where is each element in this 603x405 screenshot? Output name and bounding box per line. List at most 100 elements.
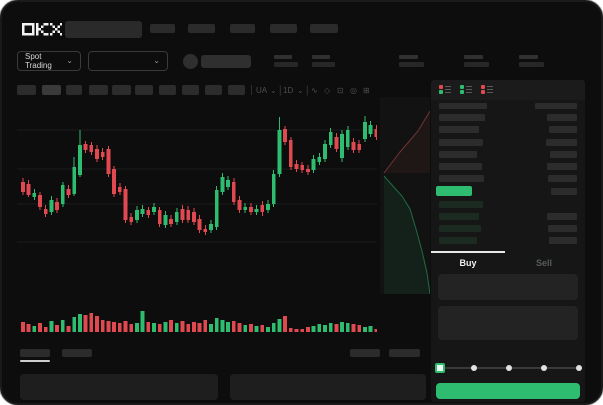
ask-row-amount[interactable]	[549, 126, 577, 133]
slider-stop-dot[interactable]	[541, 365, 547, 371]
draw-tool-icon[interactable]: ◇	[324, 86, 331, 95]
chart-type-label[interactable]: 1D	[283, 86, 294, 95]
pair-name-placeholder[interactable]	[201, 55, 251, 68]
bid-row-amount[interactable]	[547, 213, 577, 220]
chevron-down-icon[interactable]: ⌄	[270, 86, 277, 95]
ask-row-amount[interactable]	[548, 175, 577, 182]
ask-row-price[interactable]	[439, 151, 477, 158]
bid-row-price[interactable]	[439, 213, 479, 220]
tab-sell[interactable]: Sell	[535, 258, 552, 268]
stat-label-placeholder	[399, 55, 418, 59]
amount-slider-handle[interactable]	[435, 363, 445, 373]
timeframe-button[interactable]	[135, 85, 153, 95]
ask-row-price[interactable]	[439, 126, 479, 133]
pair-dropdown[interactable]: ⌄	[88, 51, 168, 71]
timeframe-button[interactable]	[89, 85, 108, 95]
timeframe-button[interactable]	[112, 85, 131, 95]
ask-row-price[interactable]	[439, 114, 485, 121]
toggle-color-blocks	[481, 85, 485, 94]
active-tab-underline	[20, 360, 50, 362]
timeframe-button[interactable]	[159, 85, 176, 95]
slider-stop-dot[interactable]	[576, 365, 582, 371]
amount-input[interactable]	[438, 306, 578, 340]
timeframe-button[interactable]	[228, 85, 245, 95]
bid-row-price[interactable]	[439, 237, 477, 244]
stat-label-placeholder	[464, 55, 483, 59]
bid-row-price[interactable]	[439, 201, 483, 208]
bottom-panel-right	[230, 374, 426, 400]
last-price-amount	[551, 188, 577, 195]
settings-icon[interactable]: ◎	[350, 86, 357, 95]
tab-buy[interactable]: Buy	[459, 258, 477, 268]
ask-row-amount[interactable]	[546, 139, 577, 146]
bottom-panel-left	[20, 374, 218, 400]
bid-row-price[interactable]	[439, 225, 481, 232]
market-type-dropdown[interactable]: Spot Trading ⌄	[17, 51, 81, 71]
timeframe-button[interactable]	[17, 85, 36, 95]
stat-label-placeholder	[312, 55, 330, 59]
nav-item[interactable]	[310, 24, 338, 33]
ask-row-price[interactable]	[439, 163, 482, 170]
orderbook-header-strip	[431, 80, 585, 100]
bid-row-amount[interactable]	[549, 237, 577, 244]
divider: │	[278, 86, 283, 95]
nav-item[interactable]	[188, 24, 215, 33]
book-asks-icon[interactable]	[481, 84, 495, 95]
timeframe-button[interactable]	[66, 85, 82, 95]
book-combined-icon[interactable]	[439, 84, 453, 95]
nav-item[interactable]	[150, 24, 175, 33]
orderbook-col-header-amount	[535, 103, 577, 109]
search-input[interactable]	[65, 21, 142, 38]
okx-logo-glyphs	[22, 23, 62, 36]
ask-row-price[interactable]	[439, 139, 483, 146]
chevron-down-icon[interactable]: ⌄	[297, 86, 304, 95]
slider-stop-dot[interactable]	[471, 365, 477, 371]
line-style-icon[interactable]: ∿	[311, 86, 318, 95]
last-price-badge[interactable]	[436, 186, 472, 196]
toggle-lines	[487, 86, 493, 93]
chart-bottom-tab[interactable]	[20, 349, 50, 357]
depth-overlay[interactable]	[380, 97, 430, 294]
ask-row-amount[interactable]	[547, 114, 577, 121]
price-chart-canvas[interactable]	[17, 100, 377, 294]
stat-value-placeholder	[399, 62, 424, 67]
chart-scale-button[interactable]	[389, 349, 420, 357]
chart-scale-button[interactable]	[350, 349, 380, 357]
ask-row-amount[interactable]	[550, 151, 577, 158]
ask-row-price[interactable]	[439, 175, 484, 182]
volume-chart-canvas[interactable]	[17, 294, 377, 334]
buy-submit-button[interactable]	[436, 383, 580, 399]
bid-row-amount[interactable]	[548, 225, 577, 232]
price-input[interactable]	[438, 274, 578, 300]
chevron-down-icon: ⌄	[153, 56, 160, 65]
timeframe-button[interactable]	[205, 85, 222, 95]
okx-logo	[22, 23, 62, 36]
slider-stop-dot[interactable]	[506, 365, 512, 371]
buy-tab-underline	[431, 251, 505, 253]
timeframe-button[interactable]	[182, 85, 199, 95]
chart-bottom-tab[interactable]	[62, 349, 92, 357]
divider: │	[305, 86, 310, 95]
ask-row-amount[interactable]	[547, 163, 577, 170]
fullscreen-icon[interactable]: ⊞	[363, 86, 370, 95]
interval-label[interactable]: UA	[256, 86, 268, 95]
timeframe-button[interactable]	[42, 85, 61, 95]
chevron-down-icon: ⌄	[66, 56, 73, 65]
stat-label-placeholder	[274, 55, 292, 59]
stat-value-placeholder	[464, 62, 489, 67]
camera-icon[interactable]: ⊡	[337, 86, 344, 95]
stat-value-placeholder	[519, 62, 544, 67]
nav-item[interactable]	[230, 24, 255, 33]
toggle-lines	[445, 86, 451, 93]
orderbook-col-header-price	[439, 103, 487, 109]
nav-item[interactable]	[270, 24, 297, 33]
stat-label-placeholder	[519, 55, 538, 59]
toggle-color-blocks	[439, 85, 443, 94]
book-bids-icon[interactable]	[460, 84, 474, 95]
toggle-lines	[466, 86, 472, 93]
toolbar-divider	[251, 85, 252, 95]
stat-value-placeholder	[312, 62, 335, 67]
market-type-label: Spot Trading	[25, 52, 52, 70]
